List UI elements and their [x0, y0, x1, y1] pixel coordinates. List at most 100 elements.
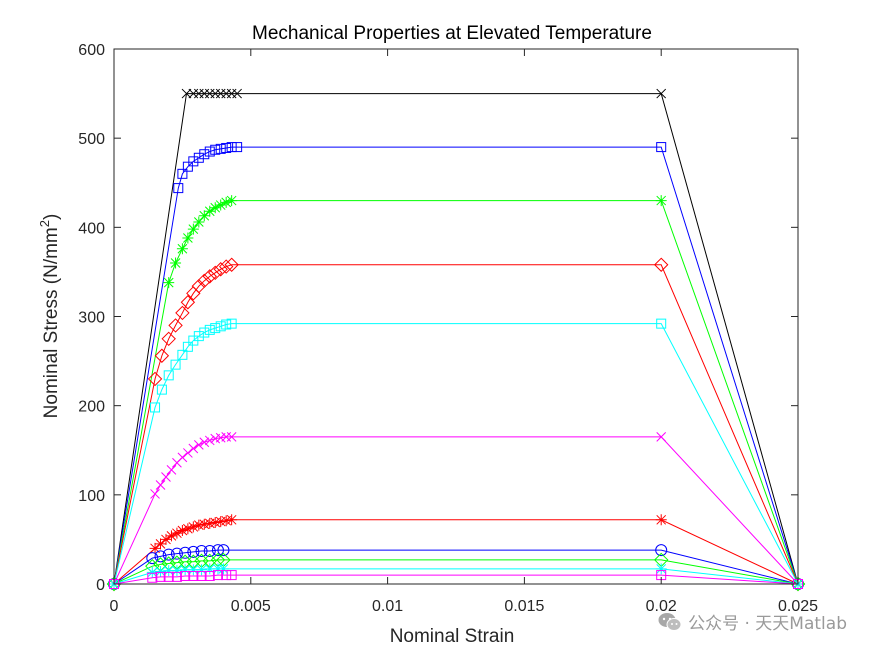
data-point — [204, 146, 215, 157]
data-point — [146, 552, 159, 565]
data-point — [154, 550, 167, 563]
data-point — [188, 156, 199, 167]
data-point — [232, 142, 243, 153]
data-point — [149, 542, 161, 554]
watermark: 公众号 · 天天Matlab — [658, 609, 847, 634]
data-point — [212, 570, 223, 581]
data-point — [163, 277, 175, 289]
series-line — [113, 264, 799, 585]
data-point — [177, 452, 188, 463]
data-point — [215, 143, 226, 154]
data-point — [204, 517, 216, 529]
data-point — [170, 257, 182, 269]
data-point — [147, 371, 163, 387]
data-point — [179, 546, 192, 559]
y-tick-label: 600 — [78, 42, 105, 59]
data-point — [182, 341, 193, 352]
data-point — [154, 348, 170, 363]
data-point — [221, 142, 232, 153]
data-point — [193, 216, 205, 228]
x-tick-label: 0.01 — [372, 598, 403, 615]
data-point — [215, 321, 226, 332]
wechat-icon — [658, 612, 682, 631]
data-point — [226, 570, 237, 581]
data-point — [175, 305, 190, 321]
data-point — [221, 319, 232, 330]
data-point — [226, 142, 237, 153]
series-curve-165 — [109, 432, 803, 589]
data-point — [187, 564, 199, 576]
data-point — [204, 205, 216, 217]
chart-title: Mechanical Properties at Elevated Temper… — [252, 23, 652, 44]
data-point — [147, 572, 158, 583]
data-point — [160, 533, 172, 545]
data-point — [171, 527, 183, 539]
data-point — [655, 563, 667, 575]
data-point — [224, 257, 239, 272]
y-axis-label-main: Nominal Stress (N/mm — [41, 227, 62, 418]
data-point — [199, 149, 210, 160]
y-tick-label: 100 — [78, 488, 105, 505]
watermark-text: 公众号 · 天天Matlab — [688, 614, 847, 634]
data-point — [656, 142, 667, 153]
data-point — [170, 359, 181, 370]
data-point — [177, 349, 188, 360]
y-tick-label: 500 — [78, 131, 105, 148]
data-point — [211, 544, 224, 557]
data-point — [226, 432, 237, 442]
x-tick-label: 0.005 — [231, 598, 271, 615]
data-point — [193, 152, 204, 163]
x-tick-label: 0.02 — [646, 598, 677, 615]
y-tick-label: 0 — [96, 577, 105, 594]
data-point — [213, 262, 228, 277]
data-point — [199, 327, 210, 338]
data-point — [655, 514, 667, 526]
data-point — [217, 563, 229, 575]
data-point — [217, 544, 230, 557]
data-point — [199, 437, 210, 448]
data-point — [168, 318, 183, 333]
series-curve-430 — [108, 195, 804, 590]
data-point — [187, 545, 200, 558]
data-point — [204, 570, 215, 581]
data-point — [226, 514, 238, 526]
data-point — [196, 570, 207, 581]
data-point — [170, 547, 183, 560]
data-point — [220, 515, 232, 527]
data-point — [193, 519, 205, 531]
series-curve-358 — [106, 257, 806, 592]
data-point — [188, 443, 199, 454]
data-point — [183, 448, 193, 458]
y-axis-label-superscript: 2 — [37, 220, 52, 227]
data-point — [209, 202, 221, 214]
y-tick-label: 200 — [78, 399, 105, 416]
data-point — [203, 545, 216, 558]
data-point — [179, 564, 191, 576]
series-line — [113, 559, 799, 585]
data-point — [146, 566, 158, 578]
tick-layer: 0 0.005 0.01 0.015 0.02 0.025 0 100 200 300 400 500… — [78, 42, 818, 615]
data-point — [653, 257, 669, 272]
data-point — [197, 273, 212, 289]
data-point — [155, 571, 166, 582]
data-point — [204, 324, 215, 335]
data-point — [226, 195, 238, 207]
data-point — [220, 196, 232, 208]
data-point — [182, 232, 194, 244]
y-tick-label: 400 — [78, 220, 105, 237]
data-point — [204, 563, 216, 575]
data-point — [193, 331, 204, 342]
data-point — [656, 318, 667, 329]
data-point — [166, 465, 177, 475]
x-tick-label: 0.015 — [504, 598, 544, 615]
data-point — [218, 259, 234, 274]
data-point — [182, 161, 193, 172]
data-point — [165, 530, 177, 542]
y-axis-label-close: ) — [41, 214, 62, 220]
data-point — [163, 571, 174, 582]
data-point — [195, 545, 208, 558]
data-point — [226, 318, 237, 329]
data-point — [173, 183, 184, 194]
data-point — [198, 210, 210, 222]
data-point — [177, 168, 188, 179]
